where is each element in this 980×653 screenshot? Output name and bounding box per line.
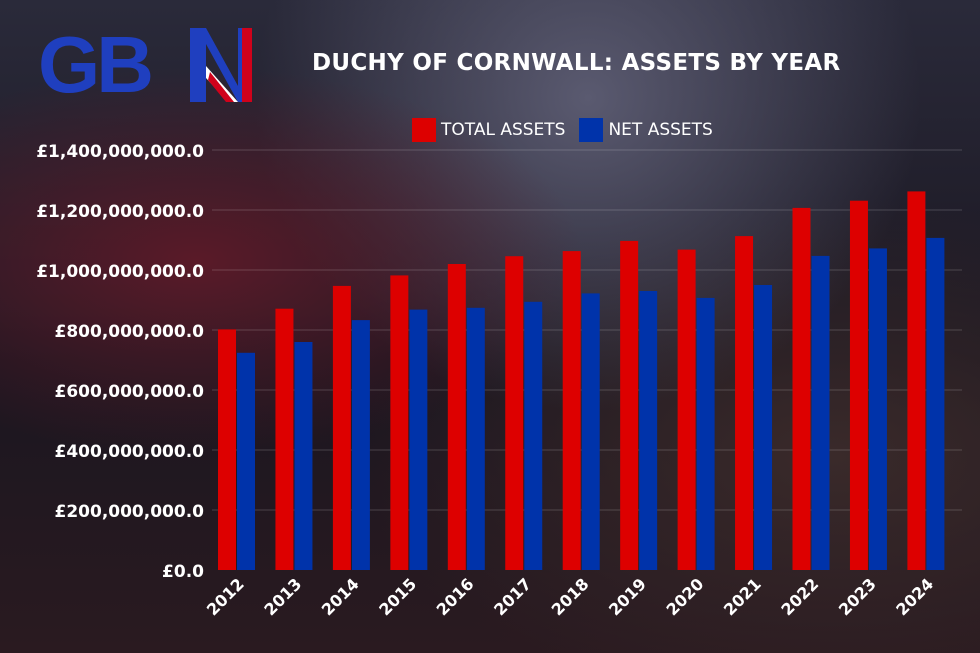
bar-net-2024	[926, 237, 945, 570]
y-tick-label: £0.0	[162, 562, 204, 582]
legend-item-net-assets: NET ASSETS	[579, 118, 713, 142]
bar-total-2018	[562, 251, 581, 570]
bar-net-2016	[466, 307, 485, 570]
bar-total-2013	[275, 308, 294, 570]
legend: TOTAL ASSETS NET ASSETS	[412, 118, 713, 142]
y-tick-label: £400,000,000.0	[55, 442, 205, 462]
bar-net-2022	[811, 255, 830, 570]
x-tick-label: 2017	[490, 574, 535, 619]
bar-net-2018	[581, 293, 600, 570]
legend-swatch	[412, 118, 436, 142]
bar-net-2015	[409, 309, 428, 570]
x-tick-label: 2015	[375, 574, 420, 619]
legend-item-total-assets: TOTAL ASSETS	[412, 118, 565, 142]
y-tick-label: £600,000,000.0	[55, 382, 205, 402]
bar-total-2016	[447, 264, 466, 570]
bar-net-2019	[639, 291, 658, 570]
bar-total-2023	[849, 200, 868, 570]
bar-net-2023	[868, 248, 887, 570]
x-tick-label: 2016	[433, 574, 478, 619]
y-tick-label: £800,000,000.0	[55, 322, 205, 342]
gbn-logo: GB	[38, 20, 258, 110]
svg-text:GB: GB	[38, 26, 151, 106]
x-tick-label: 2013	[260, 574, 305, 619]
chart-title: DUCHY OF CORNWALL: ASSETS BY YEAR	[312, 50, 841, 76]
bar-total-2012	[218, 329, 236, 570]
legend-label: NET ASSETS	[608, 120, 713, 140]
bar-net-2020	[696, 297, 715, 570]
bar-total-2014	[332, 285, 351, 570]
bar-total-2015	[390, 275, 409, 570]
x-tick-label: 2022	[777, 574, 822, 619]
bar-total-2017	[505, 256, 524, 570]
bar-net-2012	[237, 352, 255, 570]
bar-net-2021	[754, 285, 773, 570]
x-tick-label: 2018	[548, 574, 593, 619]
legend-swatch	[579, 118, 604, 142]
x-tick-label: 2021	[720, 574, 765, 619]
bar-total-2020	[677, 249, 696, 570]
x-tick-label: 2020	[663, 574, 708, 619]
bar-total-2021	[735, 236, 754, 570]
x-tick-label: 2014	[318, 574, 363, 619]
y-tick-label: £1,400,000,000.0	[36, 142, 204, 162]
legend-label: TOTAL ASSETS	[441, 120, 566, 140]
bar-total-2022	[792, 207, 811, 570]
y-tick-label: £200,000,000.0	[55, 502, 205, 522]
x-tick-label: 2019	[605, 574, 650, 619]
y-tick-label: £1,200,000,000.0	[36, 202, 204, 222]
x-tick-label: 2012	[203, 574, 248, 619]
y-tick-label: £1,000,000,000.0	[36, 262, 204, 282]
x-tick-label: 2023	[835, 574, 880, 619]
x-tick-label: 2024	[892, 574, 937, 619]
bar-net-2014	[351, 320, 370, 570]
bar-net-2017	[524, 301, 543, 570]
bar-net-2013	[294, 342, 313, 570]
bar-total-2019	[620, 240, 639, 570]
bar-total-2024	[907, 191, 926, 570]
